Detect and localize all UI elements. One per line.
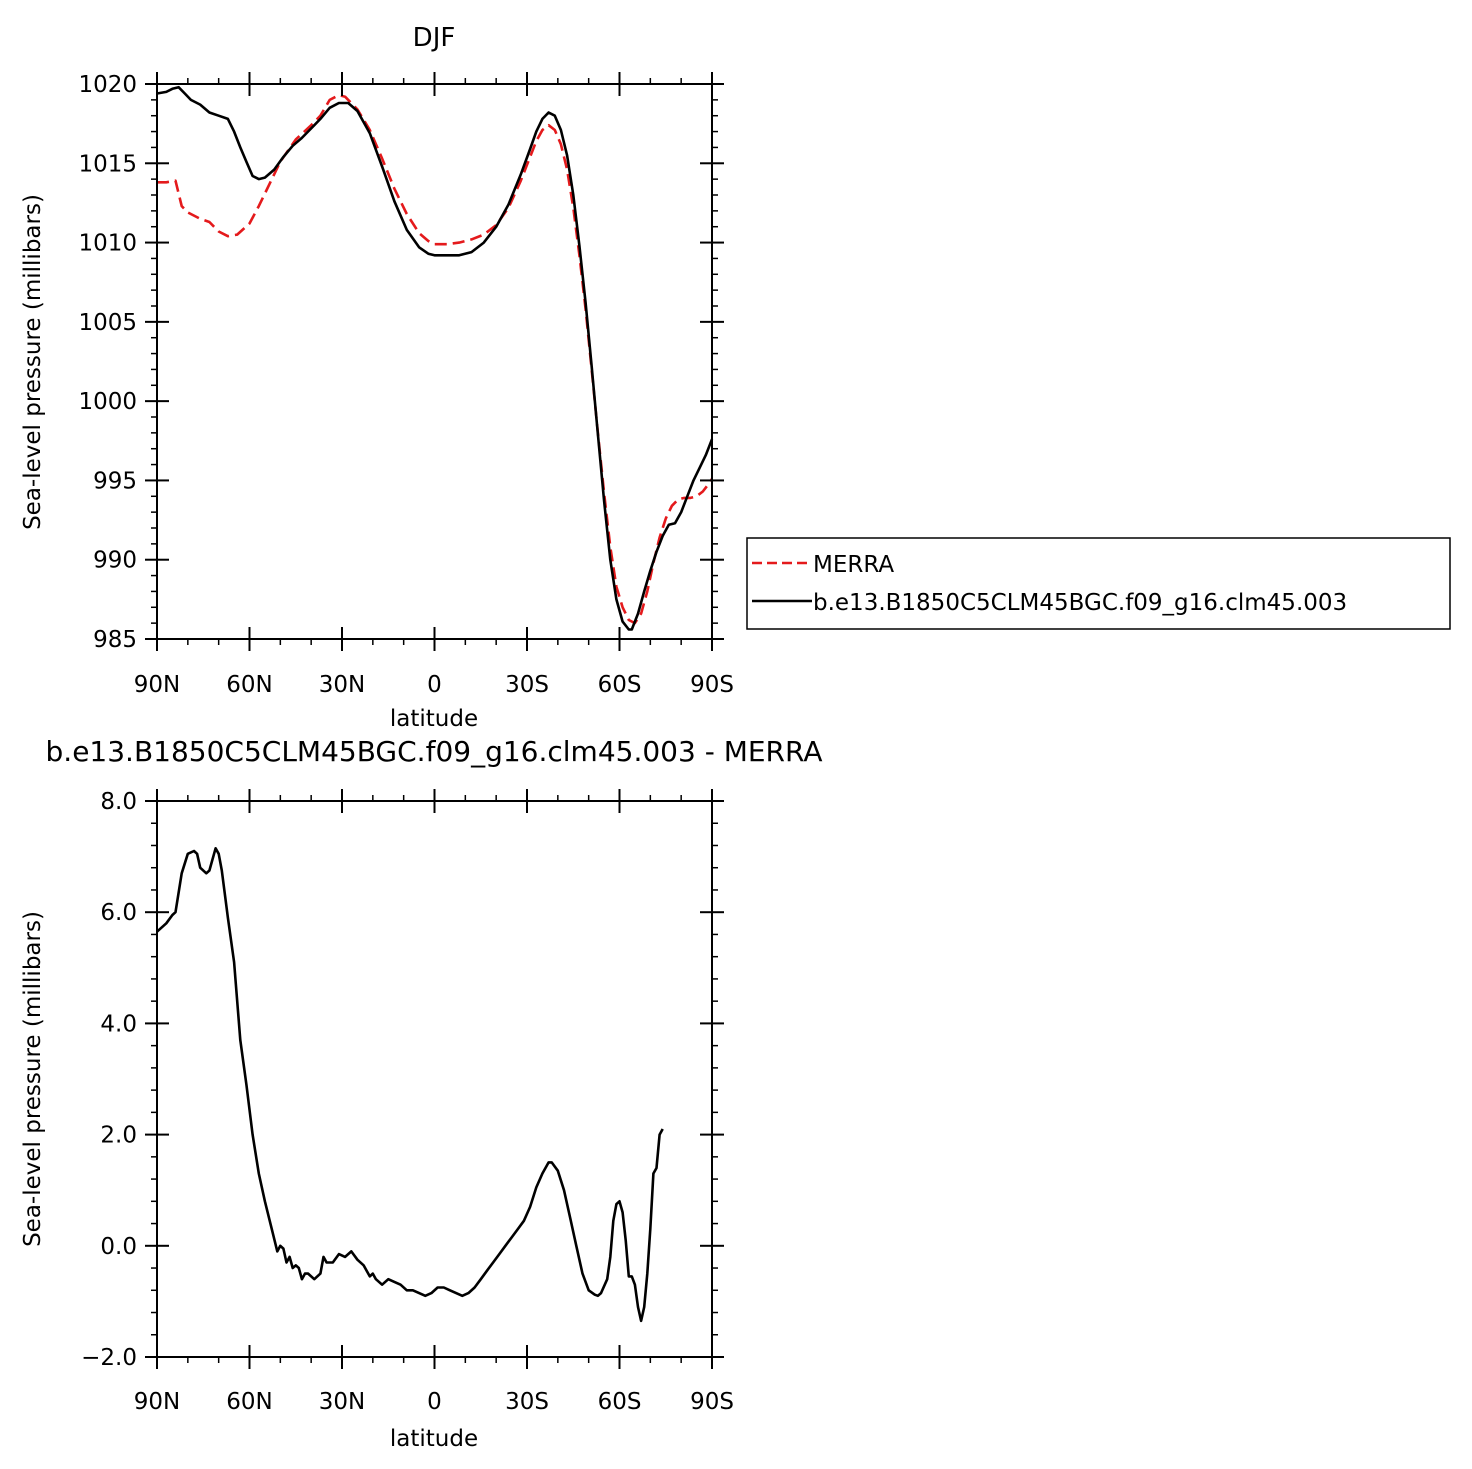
- top-chart-x-tick-labels: 90N 60N 30N 0 30S 60S 90S: [134, 672, 734, 698]
- top-chart-y-tick-labels: 985 990 995 1000 1005 1010 1015 1020: [78, 72, 137, 653]
- x-tick-label: 30S: [505, 672, 549, 698]
- chart-0-series-line-0: [157, 93, 714, 625]
- x-tick-label: 30S: [505, 1389, 549, 1415]
- bottom-chart-title: b.e13.B1850C5CLM45BGC.f09_g16.clm45.003 …: [46, 735, 823, 768]
- top-chart-x-axis-label: latitude: [390, 706, 478, 732]
- x-tick-label: 0: [427, 672, 442, 698]
- bottom-chart-y-axis-label: Sea-level pressure (millibars): [20, 911, 46, 1247]
- top-chart-legend: MERRA b.e13.B1850C5CLM45BGC.f09_g16.clm4…: [746, 537, 1451, 630]
- y-tick-label: 990: [93, 548, 137, 574]
- x-tick-label: 90N: [134, 672, 180, 698]
- y-tick-label: 995: [93, 468, 137, 494]
- top-chart-series-group: [156, 85, 714, 631]
- y-tick-label: 1000: [78, 389, 137, 415]
- y-tick-label: 8.0: [100, 789, 137, 815]
- bottom-chart-y-tick-labels: −2.0 0.0 2.0 4.0 6.0 8.0: [81, 789, 137, 1371]
- top-chart-plot-frame: [156, 83, 713, 640]
- x-tick-label: 30N: [319, 672, 365, 698]
- x-tick-label: 60N: [226, 672, 272, 698]
- x-tick-label: 90S: [690, 672, 734, 698]
- y-tick-label: 1005: [78, 310, 137, 336]
- legend-box: [746, 537, 1451, 630]
- bottom-chart-x-axis-label: latitude: [390, 1426, 478, 1452]
- x-tick-label: 60S: [598, 1389, 642, 1415]
- chart-1-series-line-0: [156, 847, 664, 1323]
- y-tick-label: 2.0: [100, 1123, 137, 1149]
- bottom-chart-series-group: [156, 847, 664, 1323]
- x-tick-label: 0: [427, 1389, 442, 1415]
- bottom-chart-panel: b.e13.B1850C5CLM45BGC.f09_g16.clm45.003 …: [20, 735, 822, 1452]
- x-tick-label: 30N: [319, 1389, 365, 1415]
- y-tick-label: 1010: [78, 231, 137, 257]
- y-tick-label: 1015: [78, 151, 137, 177]
- y-tick-label: 1020: [78, 72, 137, 98]
- bottom-chart-x-tick-labels: 90N 60N 30N 0 30S 60S 90S: [134, 1389, 734, 1415]
- y-tick-label: 6.0: [100, 900, 137, 926]
- top-chart-title: DJF: [413, 23, 456, 53]
- y-tick-label: −2.0: [81, 1345, 137, 1371]
- x-tick-label: 90N: [134, 1389, 180, 1415]
- legend-label-model: b.e13.B1850C5CLM45BGC.f09_g16.clm45.003: [813, 590, 1347, 616]
- legend-label-merra: MERRA: [813, 552, 894, 578]
- bottom-chart-ticks: [145, 789, 724, 1369]
- y-tick-label: 0.0: [100, 1234, 137, 1260]
- y-tick-label: 985: [93, 627, 137, 653]
- chart-0-series-line-1: [156, 85, 714, 631]
- x-tick-label: 90S: [690, 1389, 734, 1415]
- x-tick-label: 60N: [226, 1389, 272, 1415]
- top-chart-y-axis-label: Sea-level pressure (millibars): [20, 194, 46, 530]
- top-chart-panel: DJF 985 990 995 1000 1005 1010 1015 1020 90N 60N…: [20, 23, 734, 732]
- x-tick-label: 60S: [598, 672, 642, 698]
- y-tick-label: 4.0: [100, 1011, 137, 1037]
- top-chart-ticks: [145, 72, 724, 651]
